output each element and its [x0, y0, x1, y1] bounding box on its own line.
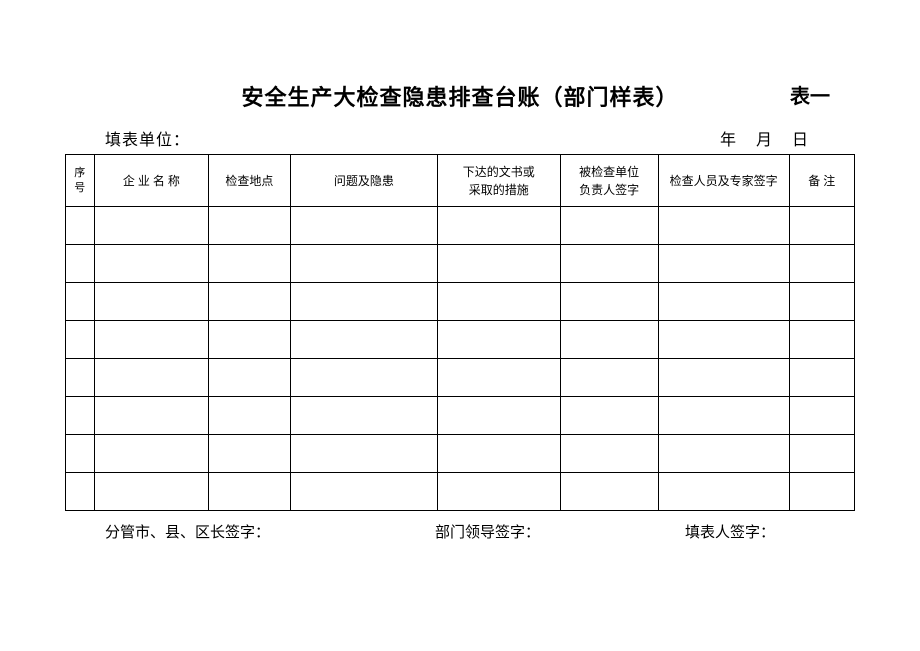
cell-location: [209, 435, 291, 473]
cell-remark: [789, 283, 854, 321]
cell-enterprise: [94, 321, 208, 359]
table-row: [66, 283, 855, 321]
col-header-remark: 备 注: [789, 155, 854, 207]
cell-enterprise: [94, 473, 208, 511]
table-header-row: 序 号企 业 名 称检查地点问题及隐患下达的文书或 采取的措施被检查单位 负责人…: [66, 155, 855, 207]
col-header-problem: 问题及隐患: [290, 155, 437, 207]
ledger-table: 序 号企 业 名 称检查地点问题及隐患下达的文书或 采取的措施被检查单位 负责人…: [65, 154, 855, 511]
table-number: 表一: [790, 80, 830, 109]
cell-inspected: [560, 321, 658, 359]
cell-doc: [437, 245, 560, 283]
cell-seq: [66, 397, 95, 435]
cell-inspector: [658, 321, 789, 359]
cell-remark: [789, 397, 854, 435]
cell-inspected: [560, 245, 658, 283]
cell-enterprise: [94, 245, 208, 283]
cell-inspected: [560, 283, 658, 321]
cell-enterprise: [94, 359, 208, 397]
cell-inspector: [658, 397, 789, 435]
table-row: [66, 473, 855, 511]
col-header-inspected: 被检查单位 负责人签字: [560, 155, 658, 207]
signature-district-leader: 分管市、县、区长签字：: [105, 521, 435, 542]
col-header-location: 检查地点: [209, 155, 291, 207]
cell-problem: [290, 473, 437, 511]
cell-location: [209, 207, 291, 245]
cell-doc: [437, 283, 560, 321]
filling-unit-label: 填表单位：: [105, 126, 190, 150]
cell-problem: [290, 245, 437, 283]
table-row: [66, 321, 855, 359]
cell-problem: [290, 283, 437, 321]
cell-remark: [789, 473, 854, 511]
cell-location: [209, 245, 291, 283]
cell-remark: [789, 321, 854, 359]
table-row: [66, 435, 855, 473]
cell-inspector: [658, 359, 789, 397]
cell-remark: [789, 207, 854, 245]
cell-inspected: [560, 473, 658, 511]
table-row: [66, 397, 855, 435]
cell-enterprise: [94, 283, 208, 321]
date-label: 年 月 日: [720, 126, 830, 150]
title-row: 安全生产大检查隐患排查台账（部门样表） 表一: [65, 80, 855, 112]
table-row: [66, 245, 855, 283]
cell-problem: [290, 321, 437, 359]
cell-remark: [789, 359, 854, 397]
cell-location: [209, 321, 291, 359]
cell-enterprise: [94, 435, 208, 473]
cell-enterprise: [94, 397, 208, 435]
table-body: [66, 207, 855, 511]
cell-seq: [66, 435, 95, 473]
cell-seq: [66, 473, 95, 511]
cell-location: [209, 397, 291, 435]
cell-location: [209, 283, 291, 321]
cell-inspected: [560, 359, 658, 397]
signature-dept-leader: 部门领导签字：: [435, 521, 685, 542]
col-header-doc: 下达的文书或 采取的措施: [437, 155, 560, 207]
page-title: 安全生产大检查隐患排查台账（部门样表）: [241, 80, 678, 112]
cell-inspected: [560, 397, 658, 435]
col-header-inspector: 检查人员及专家签字: [658, 155, 789, 207]
col-header-seq: 序 号: [66, 155, 95, 207]
cell-location: [209, 473, 291, 511]
cell-inspector: [658, 473, 789, 511]
cell-problem: [290, 397, 437, 435]
cell-problem: [290, 207, 437, 245]
cell-seq: [66, 245, 95, 283]
cell-doc: [437, 207, 560, 245]
cell-seq: [66, 359, 95, 397]
cell-doc: [437, 359, 560, 397]
cell-enterprise: [94, 207, 208, 245]
cell-doc: [437, 321, 560, 359]
cell-location: [209, 359, 291, 397]
cell-doc: [437, 397, 560, 435]
cell-problem: [290, 359, 437, 397]
cell-doc: [437, 435, 560, 473]
col-header-enterprise: 企 业 名 称: [94, 155, 208, 207]
cell-remark: [789, 435, 854, 473]
cell-doc: [437, 473, 560, 511]
meta-row: 填表单位： 年 月 日: [65, 126, 855, 150]
cell-inspector: [658, 207, 789, 245]
cell-inspector: [658, 245, 789, 283]
table-row: [66, 207, 855, 245]
cell-inspected: [560, 435, 658, 473]
cell-inspector: [658, 283, 789, 321]
signature-row: 分管市、县、区长签字： 部门领导签字： 填表人签字：: [65, 511, 855, 542]
cell-inspector: [658, 435, 789, 473]
cell-problem: [290, 435, 437, 473]
cell-inspected: [560, 207, 658, 245]
cell-seq: [66, 207, 95, 245]
cell-seq: [66, 283, 95, 321]
table-row: [66, 359, 855, 397]
cell-seq: [66, 321, 95, 359]
cell-remark: [789, 245, 854, 283]
signature-filler: 填表人签字：: [685, 521, 835, 542]
